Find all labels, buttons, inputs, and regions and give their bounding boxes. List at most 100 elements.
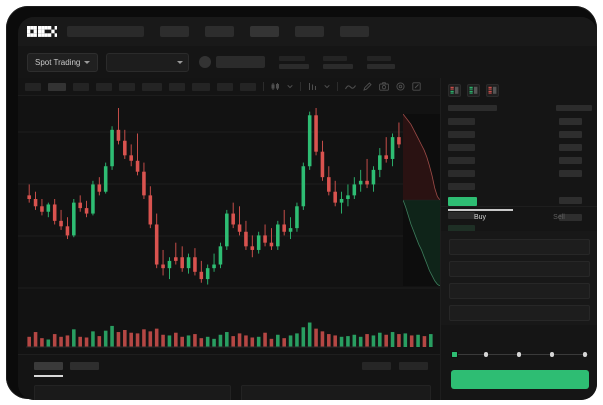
volume-bar xyxy=(352,334,357,347)
candle-body xyxy=(263,235,267,243)
candle-body xyxy=(174,257,178,261)
order-amount-field[interactable] xyxy=(449,261,590,277)
percent-slider[interactable] xyxy=(451,350,589,359)
candle-body xyxy=(91,184,95,214)
volume-bar xyxy=(416,334,420,347)
slider-node-75[interactable] xyxy=(550,352,555,357)
buy-tab-indicator xyxy=(448,209,513,211)
candlestick-chart[interactable] xyxy=(18,96,440,304)
timeframe-btn-3[interactable] xyxy=(73,82,89,91)
orderbook-asks-icon[interactable] xyxy=(486,84,499,97)
volume-bar xyxy=(199,338,204,347)
timeframe-btn-8[interactable] xyxy=(192,82,210,91)
nav-item-1[interactable] xyxy=(160,26,189,37)
nav-item-3[interactable] xyxy=(250,26,279,37)
camera-snapshot-icon[interactable] xyxy=(379,82,389,91)
orderbook-bids-icon[interactable] xyxy=(467,84,480,97)
timeframe-btn-2[interactable] xyxy=(48,82,66,91)
volume-bar xyxy=(40,338,44,347)
candle-body xyxy=(371,169,376,185)
okx-logo-icon[interactable] xyxy=(27,26,57,37)
slider-node-50[interactable] xyxy=(517,352,522,357)
order-price-field[interactable] xyxy=(449,239,590,255)
candle-body xyxy=(397,137,401,145)
volume-bar xyxy=(59,336,63,347)
volume-bar xyxy=(365,334,369,347)
orderbook-ask-row[interactable] xyxy=(448,183,475,190)
nav-item-5[interactable] xyxy=(340,26,369,37)
line-tool-icon[interactable] xyxy=(345,83,356,91)
orderbook-ask-row[interactable] xyxy=(448,144,475,151)
volume-chart[interactable] xyxy=(18,304,440,354)
nav-item-2[interactable] xyxy=(205,26,234,37)
market-depth-overlay[interactable] xyxy=(403,114,440,286)
orderbook-amount-cell xyxy=(559,214,582,221)
candle-body xyxy=(231,213,235,225)
orders-action-2[interactable] xyxy=(399,362,428,370)
tab-buy[interactable]: Buy xyxy=(473,214,487,221)
orders-box-1[interactable] xyxy=(34,385,231,400)
candle-body xyxy=(218,246,223,265)
candle-body xyxy=(301,166,306,207)
orders-tab-2[interactable] xyxy=(70,362,99,370)
orders-tab-1[interactable] xyxy=(34,362,63,370)
chevron-down-icon[interactable] xyxy=(324,84,330,89)
slider-handle[interactable] xyxy=(451,351,458,358)
orders-panel xyxy=(18,354,440,400)
orderbook-ask-row[interactable] xyxy=(448,170,475,177)
orders-box-2[interactable] xyxy=(241,385,431,400)
submit-buy-button[interactable] xyxy=(451,370,589,389)
candle-body xyxy=(129,155,133,161)
orderbook-ask-row[interactable] xyxy=(448,118,475,125)
orderbook-bid-row[interactable] xyxy=(448,225,475,232)
timeframe-btn-1[interactable] xyxy=(25,82,41,91)
chevron-down-icon[interactable] xyxy=(287,84,293,89)
indicators-icon[interactable] xyxy=(308,82,317,91)
nav-item-4[interactable] xyxy=(295,26,324,37)
candle-body xyxy=(276,224,280,247)
candle-body xyxy=(320,151,325,178)
order-extra-field[interactable] xyxy=(449,305,590,321)
candlestick-type-icon[interactable] xyxy=(271,82,280,91)
volume-bar xyxy=(84,337,89,347)
timeframe-btn-9[interactable] xyxy=(217,82,233,91)
trading-pair-selector[interactable] xyxy=(106,52,190,72)
tab-sell[interactable]: Sell xyxy=(553,214,565,221)
orders-action-1[interactable] xyxy=(362,362,391,370)
orderbook-ask-row[interactable] xyxy=(448,131,475,138)
volume-bar xyxy=(186,335,191,347)
orderbook-both-icon[interactable] xyxy=(448,84,461,97)
volume-bar xyxy=(244,335,248,347)
fullscreen-icon[interactable] xyxy=(412,82,421,91)
volume-bar xyxy=(282,338,286,347)
orderbook-amount-cell xyxy=(559,118,582,125)
active-tab-underline xyxy=(34,375,63,377)
volume-bar xyxy=(301,327,306,347)
orderbook-amount-cell xyxy=(559,170,582,177)
toolbar-divider xyxy=(263,82,264,91)
orderbook-col-header-amount xyxy=(556,105,592,111)
volume-bar xyxy=(269,338,274,347)
orderbook-ask-row[interactable] xyxy=(448,157,475,164)
spot-trading-dropdown[interactable]: Spot Trading xyxy=(27,52,99,72)
slider-node-100[interactable] xyxy=(583,352,588,357)
timeframe-btn-5[interactable] xyxy=(119,82,135,91)
candle-body xyxy=(365,180,369,185)
volume-bar xyxy=(212,338,216,347)
search-input[interactable] xyxy=(67,26,144,37)
timeframe-btn-7[interactable] xyxy=(169,82,185,91)
orderbook-bid-row[interactable] xyxy=(448,212,475,219)
candle-body xyxy=(269,242,274,247)
candle-body xyxy=(142,171,146,196)
timeframe-btn-10[interactable] xyxy=(240,82,256,91)
volume-bar xyxy=(390,332,395,347)
timeframe-btn-4[interactable] xyxy=(96,82,112,91)
slider-node-25[interactable] xyxy=(484,352,489,357)
volume-bar xyxy=(167,335,172,347)
candle-body xyxy=(84,208,89,214)
chart-settings-icon[interactable] xyxy=(396,82,405,91)
pencil-draw-icon[interactable] xyxy=(363,82,372,91)
timeframe-btn-6[interactable] xyxy=(142,82,162,91)
order-total-field[interactable] xyxy=(449,283,590,299)
orderbook-last-price xyxy=(448,197,477,206)
